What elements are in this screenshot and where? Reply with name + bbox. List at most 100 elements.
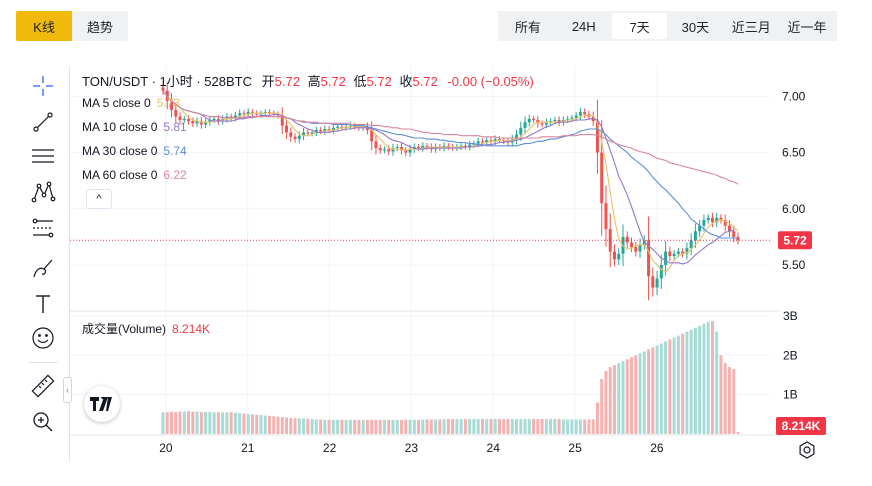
crosshair-tool[interactable] <box>22 72 64 100</box>
volume-bar <box>489 419 493 434</box>
volume-bar <box>638 353 642 434</box>
volume-bar <box>583 419 587 434</box>
volume-bar <box>229 412 233 434</box>
candle <box>212 118 216 120</box>
volume-bar <box>310 419 314 434</box>
candle <box>395 146 399 149</box>
candle <box>570 117 574 119</box>
trend-line-tool[interactable] <box>22 108 64 136</box>
last-price-label: 5.72 <box>783 233 807 247</box>
volume-bar <box>259 415 263 434</box>
candle <box>408 149 412 153</box>
candle <box>306 132 310 134</box>
low-value: 5.72 <box>366 74 392 89</box>
volume-bar <box>706 321 710 434</box>
candle <box>302 132 306 136</box>
last-price-badge <box>778 231 812 250</box>
candle <box>659 265 663 279</box>
candle <box>259 113 263 115</box>
candle <box>421 145 425 149</box>
brush-tool[interactable] <box>22 254 64 282</box>
chart-settings-button[interactable] <box>797 440 817 460</box>
tab-24h[interactable]: 24H <box>571 18 596 34</box>
volume-bar <box>519 419 523 434</box>
emoji-tool[interactable] <box>22 324 64 352</box>
volume-bar <box>600 378 604 434</box>
tab-1y[interactable]: 近一年 <box>787 19 827 35</box>
pattern-tool[interactable] <box>22 178 64 206</box>
chevron-up-icon: ^ <box>96 193 102 205</box>
fib-tool[interactable] <box>22 214 64 242</box>
price-tick-label: 6.50 <box>782 146 806 160</box>
text-tool[interactable] <box>22 290 64 318</box>
candle <box>485 140 489 143</box>
candle <box>178 116 182 120</box>
tradingview-logo[interactable] <box>84 386 120 422</box>
gear-icon <box>799 441 815 459</box>
candle <box>191 121 195 124</box>
tab-all[interactable]: 所有 <box>514 19 541 35</box>
crosshair-icon <box>33 76 53 96</box>
tab-30d[interactable]: 30天 <box>681 19 710 35</box>
time-tick-label: 26 <box>650 441 664 455</box>
volume-bar <box>510 419 514 434</box>
ma-value: 5.81 <box>163 120 187 134</box>
tab-trend[interactable]: 趋势 <box>86 19 113 35</box>
volume-bar <box>314 419 318 434</box>
tab-kline[interactable]: K线 <box>16 11 72 41</box>
toolbar-divider <box>28 362 58 363</box>
candle <box>446 145 450 147</box>
zoom-tool[interactable] <box>22 408 64 436</box>
volume-bar <box>625 359 629 434</box>
volume-bar <box>199 411 203 434</box>
ma-legend-row[interactable]: MA 60 close 0 6.22 <box>82 168 187 182</box>
volume-bar <box>323 419 327 434</box>
ma-legend-row[interactable]: MA 5 close 0 5.73 <box>82 96 180 110</box>
volume-bar <box>161 412 165 434</box>
volume-bar <box>647 349 651 434</box>
candle <box>216 118 220 122</box>
legend-collapse-button[interactable]: ^ <box>86 189 112 209</box>
collapse-toolbar-button[interactable]: ‹ <box>63 377 72 403</box>
candle <box>557 119 561 123</box>
volume-bar <box>710 321 714 434</box>
volume-bar <box>225 412 229 434</box>
volume-tick-label: 2B <box>783 348 798 362</box>
ruler-tool[interactable] <box>22 372 64 400</box>
price-tick-label: 5.50 <box>782 258 806 272</box>
candle <box>634 247 638 252</box>
ruler-icon <box>31 374 55 398</box>
volume-bar <box>681 333 685 434</box>
candle <box>233 115 237 118</box>
ma-legend-row[interactable]: MA 30 close 0 5.74 <box>82 144 187 158</box>
candle <box>574 115 578 118</box>
time-tick-label: 25 <box>568 441 582 455</box>
candle <box>289 132 293 137</box>
volume-bar <box>689 329 693 434</box>
price-tick-label: 7.00 <box>782 89 806 103</box>
candle <box>600 152 604 204</box>
volume-bar <box>676 335 680 434</box>
zoom-in-icon <box>33 412 53 432</box>
candle <box>246 112 250 115</box>
candle <box>204 122 208 125</box>
candle <box>595 121 599 153</box>
candle <box>310 132 314 134</box>
volume-bar <box>297 418 301 434</box>
time-tick-label: 21 <box>241 441 255 455</box>
symbol-label: TON/USDT · 1小时 · 528BTC <box>82 74 252 89</box>
volume-bar <box>655 345 659 434</box>
candle <box>370 130 374 142</box>
volume-bar <box>425 419 429 434</box>
volume-bar <box>659 343 663 434</box>
time-tick-label: 20 <box>159 441 173 455</box>
ma-legend-row[interactable]: MA 10 close 0 5.81 <box>82 120 187 134</box>
tab-3m[interactable]: 近三月 <box>731 19 771 35</box>
candle <box>685 248 689 254</box>
candle <box>170 100 174 110</box>
tab-7d[interactable]: 7天 <box>611 13 668 39</box>
price-tick-label: 6.00 <box>782 202 806 216</box>
candle <box>319 130 323 132</box>
parallel-lines-tool[interactable] <box>22 142 64 170</box>
